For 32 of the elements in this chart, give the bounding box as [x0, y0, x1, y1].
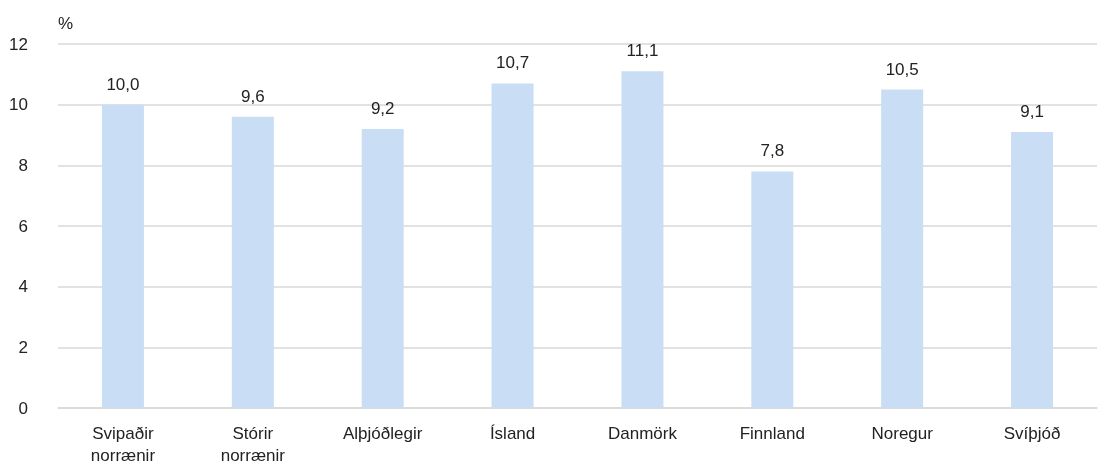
y-tick-label: 0: [18, 398, 28, 418]
y-tick-label: 10: [9, 95, 28, 115]
y-tick-label: 8: [18, 155, 28, 175]
x-tick-label: Danmörk: [607, 423, 678, 443]
data-label: 9,6: [240, 86, 265, 106]
bar: [491, 83, 534, 408]
x-tick-label: Ísland: [489, 423, 536, 443]
y-tick-label: 4: [18, 277, 28, 297]
bar: [361, 128, 404, 408]
bar: [621, 71, 664, 408]
x-tick-label: Noregur: [871, 423, 934, 443]
y-axis-title: %: [58, 14, 74, 33]
bar: [1011, 131, 1054, 408]
y-tick-label: 6: [18, 216, 28, 236]
data-label: 7,8: [760, 141, 785, 161]
data-label: 9,2: [370, 98, 395, 118]
x-tick-label: Svíþjóð: [1003, 423, 1061, 443]
bar: [231, 116, 274, 408]
bar: [881, 89, 924, 408]
bar: [751, 171, 794, 408]
x-tick-label: Svipaðir norrænir: [90, 423, 156, 465]
x-tick-label: Stórir norrænir: [220, 423, 286, 465]
y-tick-label: 2: [18, 337, 28, 357]
data-label: 10,5: [885, 59, 919, 79]
data-label: 10,7: [496, 53, 530, 73]
x-tick-label: Finnland: [739, 423, 805, 443]
data-label: 9,1: [1020, 101, 1044, 121]
data-label: 11,1: [626, 41, 659, 61]
data-label: 10,0: [106, 74, 140, 94]
y-tick-label: 12: [9, 34, 28, 54]
bar: [101, 104, 144, 408]
x-tick-label: Alþjóðlegir: [342, 423, 423, 443]
